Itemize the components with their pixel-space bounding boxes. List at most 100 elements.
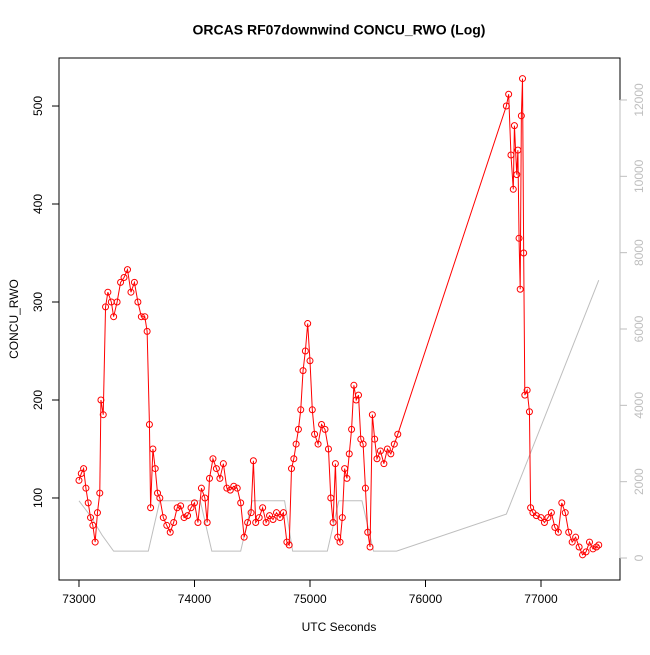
y2-tick-label: 8000 <box>632 239 646 266</box>
data-point <box>113 298 121 306</box>
data-point <box>197 484 205 492</box>
data-point <box>102 303 110 311</box>
data-point <box>537 514 545 522</box>
data-point <box>299 367 307 375</box>
data-point <box>120 274 128 282</box>
series-line <box>78 78 600 556</box>
data-point <box>551 523 559 531</box>
x-tick-label: 76000 <box>409 592 443 606</box>
data-point <box>237 499 245 507</box>
data-point <box>145 420 153 428</box>
y-tick-label: 200 <box>31 390 45 410</box>
y2-tick-label: 6000 <box>632 315 646 342</box>
data-point <box>380 460 388 468</box>
data-point <box>368 411 376 419</box>
data-point <box>387 450 395 458</box>
data-point <box>279 509 287 517</box>
x-tick-label: 75000 <box>293 592 327 606</box>
data-point <box>376 447 384 455</box>
y-tick-label: 300 <box>31 292 45 312</box>
data-point <box>209 455 217 463</box>
data-point <box>338 514 346 522</box>
data-point <box>510 122 518 130</box>
data-point <box>592 543 600 551</box>
data-point <box>350 381 358 389</box>
data-point <box>156 494 164 502</box>
data-point <box>520 249 528 257</box>
data-point <box>547 509 555 517</box>
data-point <box>262 518 270 526</box>
data-point <box>586 538 594 546</box>
data-point <box>223 484 231 492</box>
data-point <box>327 494 335 502</box>
data-point <box>177 502 185 510</box>
data-point <box>269 516 277 524</box>
data-point <box>180 514 188 522</box>
data-point <box>212 465 220 473</box>
data-point <box>249 457 257 465</box>
data-point <box>141 313 149 321</box>
x-tick-label: 74000 <box>178 592 212 606</box>
data-point <box>285 541 293 549</box>
data-point <box>110 313 118 321</box>
data-point <box>525 408 533 416</box>
data-point <box>173 504 181 512</box>
data-point <box>314 440 322 448</box>
data-point <box>532 512 540 520</box>
data-point <box>294 425 302 433</box>
data-point <box>91 538 99 546</box>
data-point <box>502 102 510 110</box>
data-point <box>151 465 159 473</box>
data-point <box>589 545 597 553</box>
data-point <box>170 518 178 526</box>
data-point <box>572 533 580 541</box>
data-point <box>226 486 234 494</box>
data-point <box>123 266 131 274</box>
y2-tick-label: 4000 <box>632 392 646 419</box>
data-point <box>595 541 603 549</box>
y2-tick-label: 2000 <box>632 468 646 495</box>
data-point <box>390 440 398 448</box>
data-point <box>359 440 367 448</box>
data-point <box>364 528 372 536</box>
data-point <box>130 278 138 286</box>
data-point <box>201 494 209 502</box>
y-tick-label: 500 <box>31 96 45 116</box>
x-tick-label: 77000 <box>524 592 558 606</box>
data-point <box>308 406 316 414</box>
data-point <box>515 234 523 242</box>
data-point <box>394 430 402 438</box>
data-point <box>206 474 214 482</box>
data-point <box>348 425 356 433</box>
data-point <box>82 484 90 492</box>
data-point <box>240 533 248 541</box>
data-point <box>301 347 309 355</box>
data-point <box>194 518 202 526</box>
data-point <box>272 509 280 517</box>
data-point <box>266 512 274 520</box>
data-point <box>259 504 267 512</box>
y-axis-label: CONCU_RWO <box>7 279 21 359</box>
data-point <box>97 396 105 404</box>
data-point <box>99 411 107 419</box>
data-point <box>355 391 363 399</box>
data-point <box>233 484 241 492</box>
data-point <box>75 476 83 484</box>
data-point <box>361 484 369 492</box>
data-point <box>324 445 332 453</box>
data-point <box>519 75 527 83</box>
series-line <box>78 279 600 552</box>
data-point <box>311 430 319 438</box>
data-point <box>505 90 513 98</box>
data-point <box>554 528 562 536</box>
data-point <box>244 518 252 526</box>
data-point <box>93 509 101 517</box>
data-point <box>159 514 167 522</box>
y-tick-label: 400 <box>31 194 45 214</box>
data-point <box>163 521 171 529</box>
data-point <box>104 288 112 296</box>
data-point <box>513 171 521 179</box>
data-point <box>137 313 145 321</box>
data-point <box>509 185 517 193</box>
data-point <box>203 518 211 526</box>
